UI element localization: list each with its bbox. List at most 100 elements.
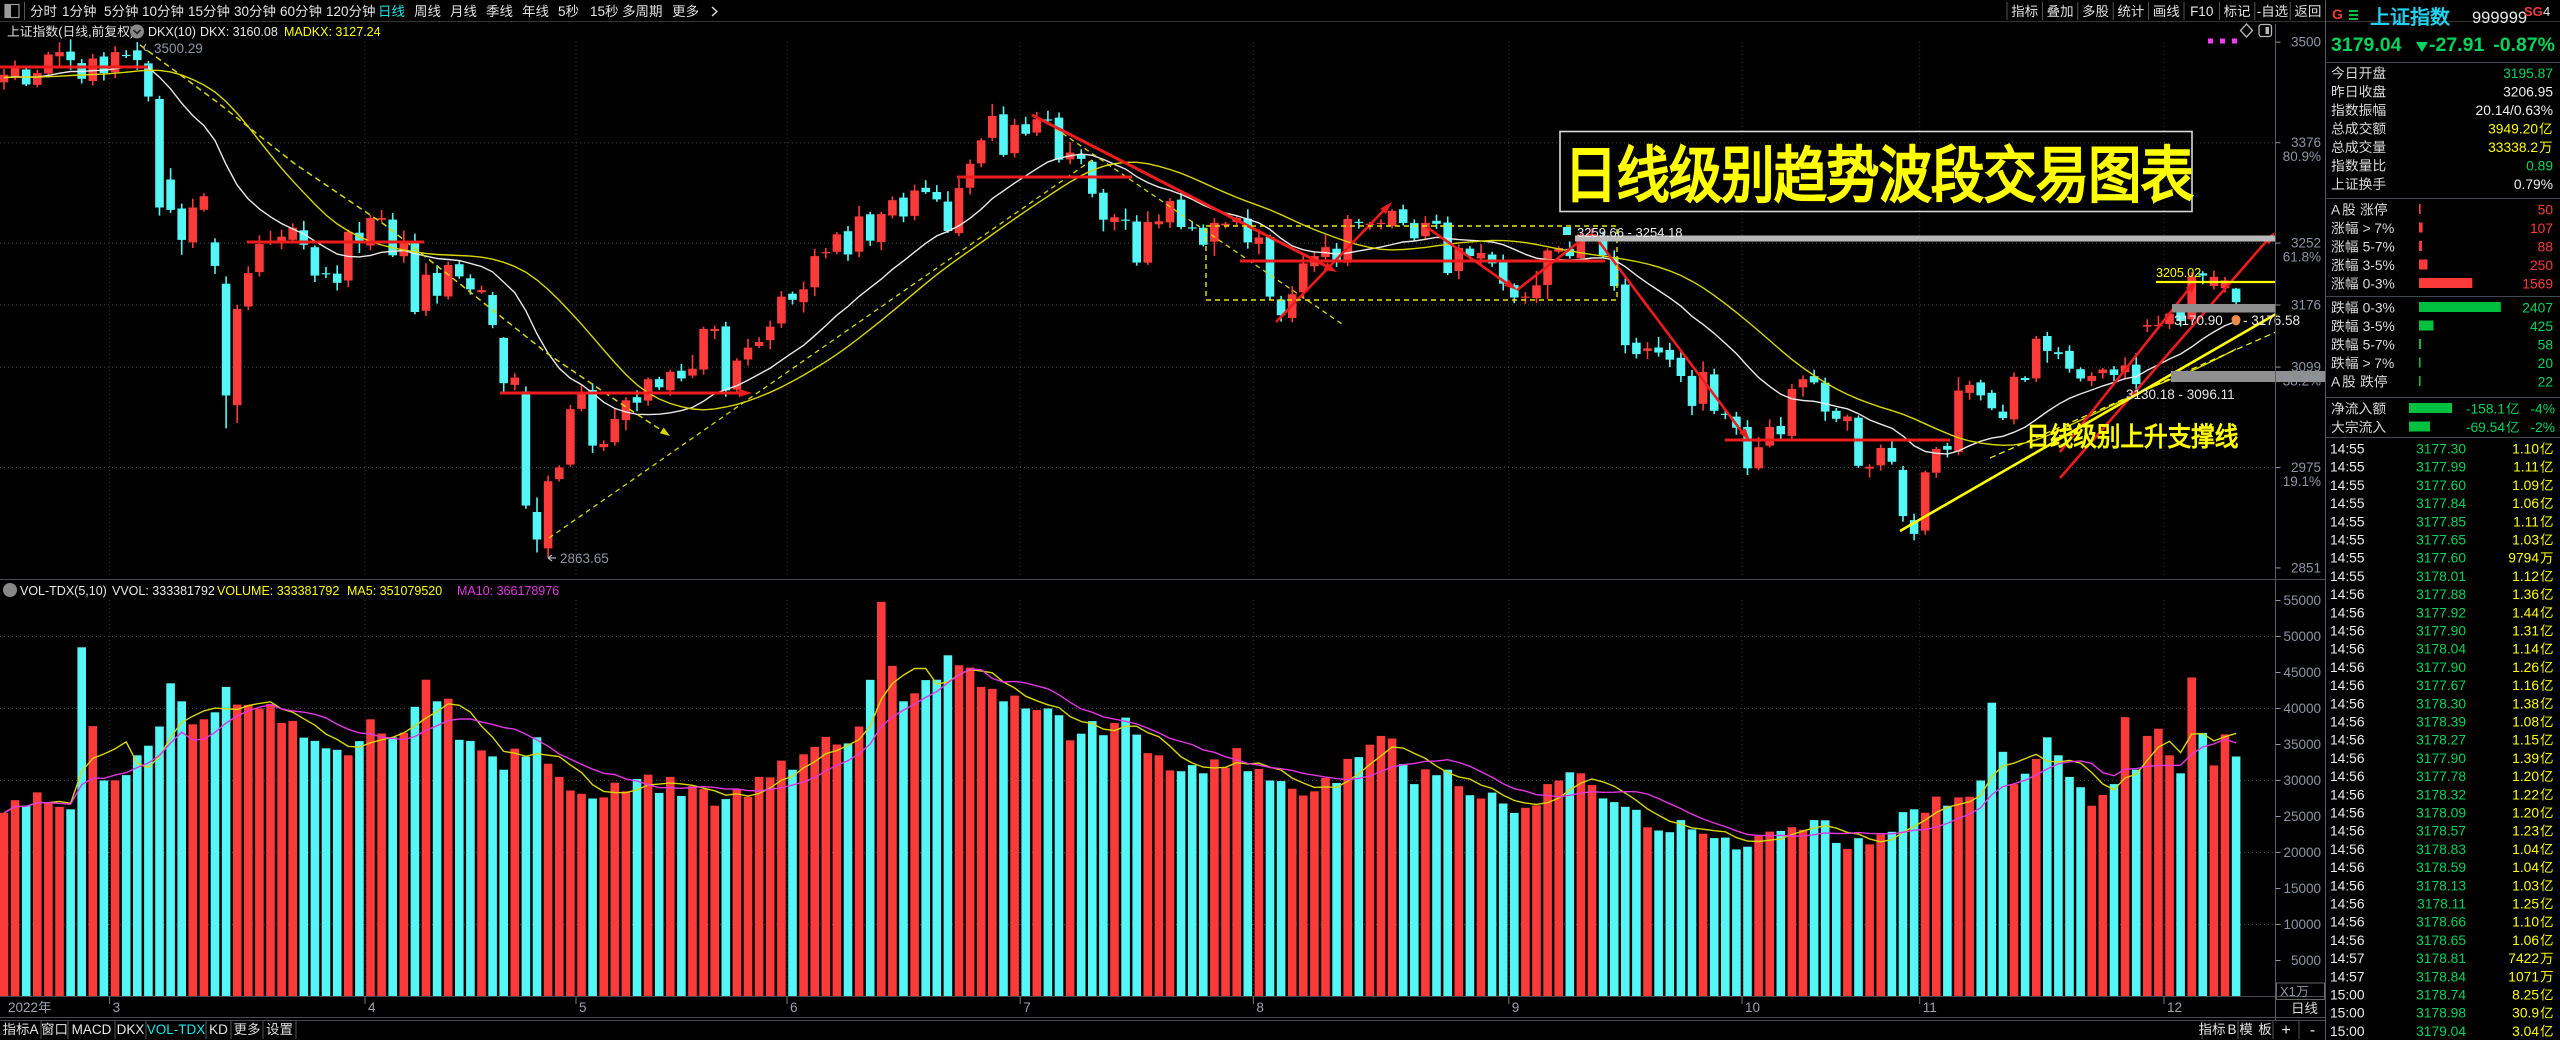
svg-text:3178.32: 3178.32	[2416, 787, 2466, 802]
svg-text:1.10: 1.10	[2512, 915, 2539, 930]
svg-text:3178.13: 3178.13	[2416, 878, 2466, 893]
svg-text:999999: 999999	[2472, 9, 2527, 27]
svg-text:X1: X1	[2280, 984, 2296, 999]
svg-text:14:55: 14:55	[2330, 460, 2365, 475]
svg-text:1.23: 1.23	[2512, 824, 2539, 839]
svg-text:30000: 30000	[2283, 773, 2321, 788]
svg-text:1.36: 1.36	[2512, 587, 2539, 602]
svg-text:25000: 25000	[2283, 809, 2321, 824]
svg-text:3178.04: 3178.04	[2416, 642, 2466, 657]
svg-text:14:55: 14:55	[2330, 442, 2365, 457]
svg-text:1.06: 1.06	[2512, 496, 2539, 511]
svg-text:250: 250	[2530, 258, 2553, 273]
svg-text:3-5%: 3-5%	[2363, 258, 2395, 273]
svg-text:14:55: 14:55	[2330, 514, 2365, 529]
svg-text:3177.90: 3177.90	[2416, 660, 2466, 675]
svg-text:(: (	[58, 24, 63, 39]
svg-text:3206.95: 3206.95	[2503, 85, 2553, 100]
svg-text:14:56: 14:56	[2330, 660, 2365, 675]
svg-text:-158.1: -158.1	[2466, 402, 2505, 417]
svg-text:G: G	[2332, 6, 2343, 22]
svg-text:1.38: 1.38	[2512, 696, 2539, 711]
svg-text:3-5%: 3-5%	[2363, 319, 2395, 334]
svg-text:3177.60: 3177.60	[2416, 551, 2466, 566]
svg-text:3252: 3252	[2291, 236, 2321, 251]
svg-text:F10: F10	[2190, 4, 2213, 19]
svg-text:14:57: 14:57	[2330, 951, 2365, 966]
svg-text:14:55: 14:55	[2330, 478, 2365, 493]
svg-text:3500.29: 3500.29	[154, 41, 203, 56]
svg-text:3178.59: 3178.59	[2416, 860, 2466, 875]
svg-text:14:56: 14:56	[2330, 751, 2365, 766]
svg-text:3178.83: 3178.83	[2416, 842, 2466, 857]
svg-text:9794: 9794	[2508, 551, 2539, 566]
svg-text:1.09: 1.09	[2512, 478, 2539, 493]
svg-text:1: 1	[62, 4, 70, 19]
svg-text:7: 7	[1023, 1000, 1031, 1015]
svg-text:14:56: 14:56	[2330, 733, 2365, 748]
svg-text:20: 20	[2538, 356, 2554, 371]
svg-text:7422: 7422	[2508, 951, 2539, 966]
svg-text:VVOL: 333381792: VVOL: 333381792	[112, 584, 215, 598]
svg-text:33338.2: 33338.2	[2488, 140, 2538, 155]
svg-text:5-7%: 5-7%	[2363, 338, 2395, 353]
svg-text:3500: 3500	[2291, 35, 2321, 50]
svg-text:VOLUME: 333381792: VOLUME: 333381792	[217, 584, 339, 598]
svg-text:3178.74: 3178.74	[2416, 988, 2466, 1003]
svg-text:14:56: 14:56	[2330, 624, 2365, 639]
svg-text:14:56: 14:56	[2330, 642, 2365, 657]
svg-text:4: 4	[368, 1000, 376, 1015]
svg-text:3177.99: 3177.99	[2416, 460, 2466, 475]
svg-text:1.11: 1.11	[2513, 514, 2539, 529]
svg-text:A: A	[2331, 203, 2341, 218]
svg-text:3178.39: 3178.39	[2416, 715, 2466, 730]
svg-text:14:55: 14:55	[2330, 569, 2365, 584]
svg-text:-: -	[2310, 1022, 2315, 1039]
svg-text:10: 10	[142, 4, 157, 19]
svg-text:0-3%: 0-3%	[2363, 301, 2395, 316]
svg-text:50000: 50000	[2283, 629, 2321, 644]
svg-text:1.04: 1.04	[2512, 860, 2539, 875]
svg-text:A: A	[2331, 375, 2341, 390]
svg-text:1.14: 1.14	[2512, 642, 2539, 657]
svg-text:6: 6	[790, 1000, 798, 1015]
svg-text:3178.84: 3178.84	[2416, 969, 2466, 984]
svg-text:3195.87: 3195.87	[2503, 66, 2553, 81]
svg-text:5: 5	[579, 1000, 587, 1015]
svg-text:14:57: 14:57	[2330, 969, 2365, 984]
svg-text:MA5: 351079520: MA5: 351079520	[347, 584, 442, 598]
svg-text:14:56: 14:56	[2330, 605, 2365, 620]
svg-text:1569: 1569	[2522, 277, 2553, 292]
svg-text:3176: 3176	[2291, 298, 2321, 313]
svg-text:22: 22	[2538, 375, 2553, 390]
svg-text:0-3%: 0-3%	[2363, 277, 2395, 292]
svg-text:MA10: 366178976: MA10: 366178976	[457, 584, 559, 598]
svg-text:3179.04: 3179.04	[2331, 34, 2402, 56]
svg-text:3177.88: 3177.88	[2416, 587, 2466, 602]
svg-text:3949.20: 3949.20	[2488, 122, 2538, 137]
svg-text:A: A	[30, 1022, 39, 1037]
svg-text:DKX: 3160.08: DKX: 3160.08	[200, 25, 278, 39]
svg-text:1.10: 1.10	[2512, 442, 2539, 457]
svg-text:1071: 1071	[2508, 969, 2539, 984]
svg-text:15:00: 15:00	[2330, 1024, 2365, 1039]
svg-text:15:00: 15:00	[2330, 988, 2365, 1003]
svg-text:1.03: 1.03	[2512, 878, 2539, 893]
svg-text:120: 120	[326, 4, 349, 19]
svg-text:9: 9	[1512, 1000, 1520, 1015]
svg-text:SG: SG	[2524, 4, 2543, 19]
svg-text:0.79%: 0.79%	[2514, 177, 2553, 192]
svg-text:7%: 7%	[2374, 221, 2394, 236]
svg-text:38.2%: 38.2%	[2283, 374, 2321, 389]
svg-text:MACD: MACD	[72, 1022, 112, 1037]
svg-text:8: 8	[1256, 1000, 1264, 1015]
svg-text:14:56: 14:56	[2330, 787, 2365, 802]
svg-text:1.20: 1.20	[2512, 769, 2539, 784]
svg-text:1.39: 1.39	[2512, 751, 2539, 766]
svg-text:VOL-TDX: VOL-TDX	[147, 1022, 206, 1037]
svg-text:B: B	[2227, 1022, 2236, 1037]
svg-text:3178.09: 3178.09	[2416, 806, 2466, 821]
svg-text:-69.54: -69.54	[2466, 420, 2505, 435]
svg-text:14:55: 14:55	[2330, 551, 2365, 566]
svg-text:3178.30: 3178.30	[2416, 696, 2466, 711]
